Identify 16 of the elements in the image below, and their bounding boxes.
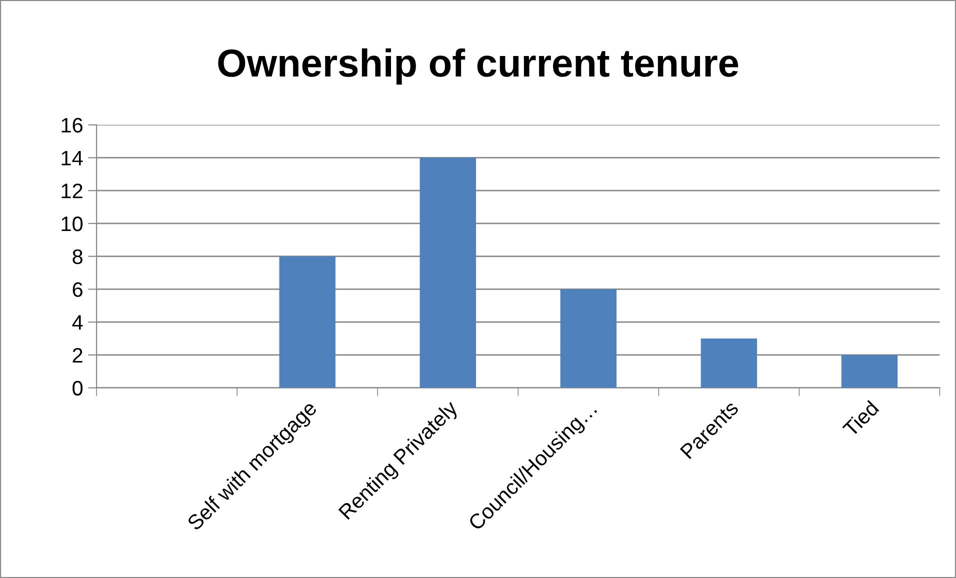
chart-title: Ownership of current tenure <box>218 48 738 85</box>
x-tick-label: Tied <box>842 400 880 438</box>
y-tick-label: 16 <box>62 118 82 133</box>
bar <box>560 289 617 388</box>
bar <box>279 256 336 388</box>
y-tick-label: 6 <box>72 282 82 297</box>
y-tick-label: 14 <box>62 150 83 166</box>
y-tick-label: 10 <box>62 216 83 232</box>
y-tick-label: 2 <box>72 348 82 363</box>
y-tick-label: 8 <box>72 249 82 264</box>
y-tick-label: 4 <box>72 315 83 330</box>
y-tick-label: 12 <box>62 184 82 198</box>
bar <box>841 354 898 388</box>
bar <box>420 158 476 388</box>
y-tick-label: 0 <box>72 380 83 396</box>
bar <box>700 338 758 388</box>
